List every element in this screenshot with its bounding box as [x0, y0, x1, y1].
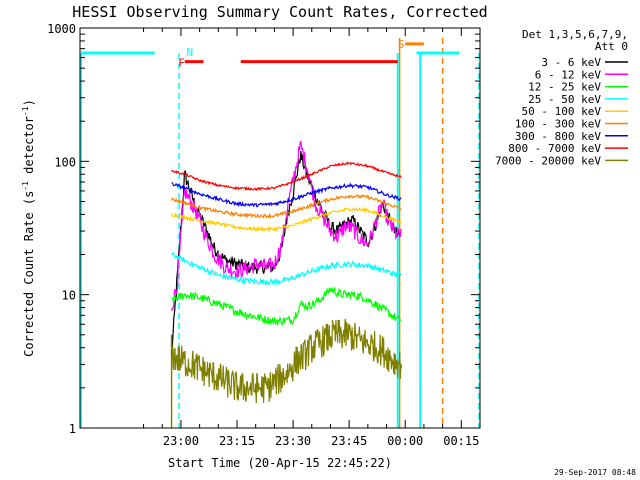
y-axis-title-end: ): [22, 99, 36, 106]
legend-label-4: 50 - 100 keV: [522, 105, 602, 118]
y-axis-title-sup2: -1: [21, 106, 30, 116]
legend-header-line-2: Att 0: [595, 40, 628, 53]
cyan-segment-label: N: [187, 46, 194, 59]
y-tick-label-1: 10: [62, 289, 76, 303]
orange-segment-label: S: [398, 38, 405, 51]
y-axis: 1 10 100 1000: [47, 22, 480, 436]
x-tick-label-2: 23:30: [275, 434, 311, 448]
y-axis-title-mid: detector: [22, 116, 36, 181]
series-line-7: [171, 161, 402, 192]
y-axis-title-sup1: -1: [21, 181, 30, 191]
series-line-8: [171, 318, 403, 404]
y-tick-label-2: 100: [54, 155, 76, 169]
series-line-1: [171, 140, 402, 312]
red-segment-label: F: [178, 57, 185, 70]
legend-header-line-1: Det 1,3,5,6,7,9,: [522, 28, 628, 41]
legend-label-7: 800 - 7000 keV: [508, 142, 601, 155]
x-axis: 23:00 23:15 23:30 23:45 00:00 00:15: [143, 28, 481, 448]
series-line-6: [171, 181, 402, 208]
series-line-2: [171, 286, 402, 326]
y-tick-label-3: 1000: [47, 22, 76, 36]
y-axis-title: Corrected Count Rate (s-1 detector-1): [21, 99, 36, 357]
legend-label-8: 7000 - 20000 keV: [495, 154, 601, 167]
legend-label-3: 25 - 50 keV: [528, 93, 601, 106]
x-tick-label-1: 23:15: [219, 434, 255, 448]
x-tick-label-5: 00:15: [443, 434, 479, 448]
series-line-4: [171, 206, 402, 233]
plot-area: FN S: [79, 27, 481, 429]
plot-frame: [79, 27, 481, 429]
series-line-0: [171, 150, 402, 354]
x-tick-label-3: 23:45: [331, 434, 367, 448]
legend-label-2: 12 - 25 keV: [528, 81, 601, 94]
y-axis-title-main: Corrected Count Rate (s: [22, 191, 36, 357]
legend-label-5: 100 - 300 keV: [515, 118, 601, 131]
x-tick-label-0: 23:00: [163, 434, 199, 448]
legend-label-0: 3 - 6 keV: [541, 56, 601, 69]
x-tick-label-4: 00:00: [387, 434, 423, 448]
chart-title: HESSI Observing Summary Count Rates, Cor…: [72, 3, 487, 21]
y-tick-label-0: 1: [69, 422, 76, 436]
legend-label-6: 300 - 800 keV: [515, 130, 601, 143]
series-line-5: [171, 194, 402, 220]
timestamp: 29-Sep-2017 08:48: [554, 468, 636, 477]
legend-label-1: 6 - 12 keV: [535, 68, 602, 81]
series-lines: [171, 140, 403, 404]
series-line-3: [171, 251, 402, 287]
x-axis-title: Start Time (20-Apr-15 22:45:22): [168, 456, 392, 470]
